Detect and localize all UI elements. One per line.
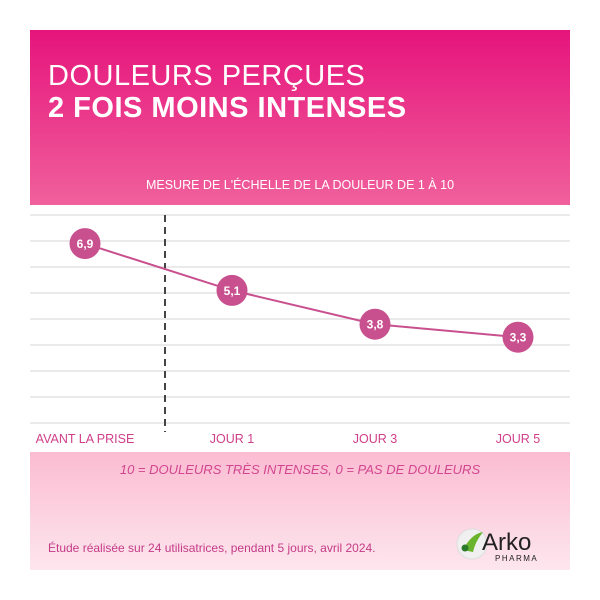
svg-text:PHARMA: PHARMA: [495, 554, 538, 563]
x-tick-label: JOUR 1: [210, 432, 255, 446]
title-line-1: DOULEURS PERÇUES: [48, 60, 366, 92]
scale-legend: 10 = DOULEURS TRÈS INTENSES, 0 = PAS DE …: [119, 462, 481, 477]
x-tick-label: JOUR 5: [496, 432, 541, 446]
infographic-card: DOULEURS PERÇUES 2 FOIS MOINS INTENSES M…: [30, 30, 570, 570]
chart-subtitle: MESURE DE L'ÉCHELLE DE LA DOULEUR DE 1 À…: [145, 178, 455, 192]
series-line: [84, 242, 519, 339]
arko-pharma-logo: Arko PHARMA: [456, 528, 538, 563]
header-banner: DOULEURS PERÇUES 2 FOIS MOINS INTENSES M…: [30, 30, 570, 205]
data-label: 5,1: [224, 284, 241, 298]
x-tick-label: JOUR 3: [353, 432, 398, 446]
line-chart: 6,9 5,1 3,8 3,3 AVANT LA PRISE JOUR 1 JOUR 3 JO…: [30, 214, 570, 446]
footer-panel: 10 = DOULEURS TRÈS INTENSES, 0 = PAS DE …: [30, 452, 570, 570]
data-point: [359, 308, 391, 340]
data-label: 3,3: [510, 331, 527, 345]
x-tick-label: AVANT LA PRISE: [36, 432, 135, 446]
data-point: [216, 274, 248, 306]
data-point: [69, 228, 101, 260]
data-label: 3,8: [367, 318, 384, 332]
study-source-note: Étude réalisée sur 24 utilisatrices, pen…: [48, 541, 376, 555]
data-point: [502, 321, 534, 353]
svg-text:Arko: Arko: [482, 529, 531, 556]
data-label: 6,9: [77, 237, 94, 251]
title-line-2: 2 FOIS MOINS INTENSES: [48, 92, 407, 124]
